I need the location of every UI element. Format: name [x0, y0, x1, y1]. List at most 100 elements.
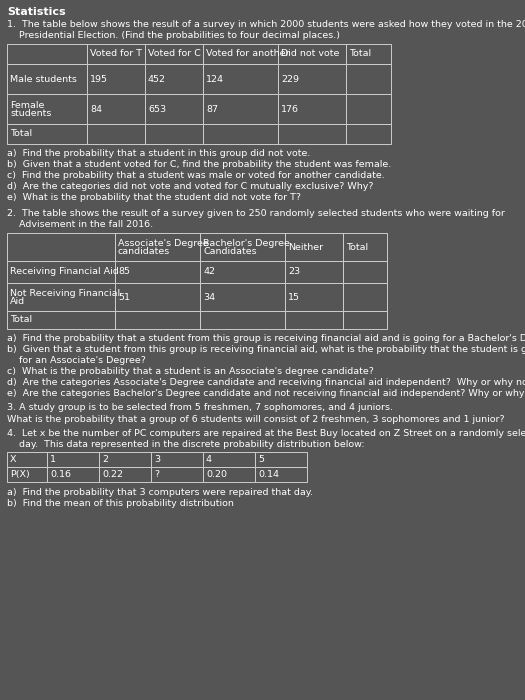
- Text: e)  Are the categories Bachelor's Degree candidate and not receiving financial a: e) Are the categories Bachelor's Degree …: [7, 389, 525, 398]
- Bar: [203, 94, 278, 124]
- Text: Voted for another: Voted for another: [206, 50, 289, 59]
- Text: a)  Find the probability that a student in this group did not vote.: a) Find the probability that a student i…: [7, 149, 310, 158]
- Bar: [99, 452, 151, 467]
- Text: Statistics: Statistics: [7, 7, 66, 17]
- Text: d)  Are the categories Associate's Degree candidate and receiving financial aid : d) Are the categories Associate's Degree…: [7, 378, 525, 387]
- Bar: [87, 94, 145, 124]
- Text: 23: 23: [288, 267, 300, 276]
- Text: a)  Find the probability that a student from this group is receiving financial a: a) Find the probability that a student f…: [7, 334, 525, 343]
- Text: d)  Are the categories did not vote and voted for C mutually exclusive? Why?: d) Are the categories did not vote and v…: [7, 182, 373, 191]
- Text: ?: ?: [154, 470, 159, 479]
- Bar: [203, 452, 255, 467]
- Bar: [278, 124, 346, 144]
- Text: 176: 176: [281, 104, 299, 113]
- Text: 34: 34: [203, 293, 215, 302]
- Text: 1: 1: [50, 455, 56, 464]
- Bar: [343, 261, 387, 283]
- Bar: [255, 452, 307, 467]
- Bar: [203, 64, 278, 94]
- Bar: [278, 64, 346, 94]
- Text: 0.20: 0.20: [206, 470, 227, 479]
- Bar: [7, 467, 47, 482]
- Text: e)  What is the probability that the student did not vote for T?: e) What is the probability that the stud…: [7, 193, 301, 202]
- Text: Voted for T: Voted for T: [90, 50, 142, 59]
- Text: 85: 85: [118, 267, 130, 276]
- Bar: [115, 311, 200, 329]
- Text: Associate's Degree: Associate's Degree: [118, 239, 209, 248]
- Text: 84: 84: [90, 104, 102, 113]
- Bar: [7, 452, 47, 467]
- Bar: [99, 467, 151, 482]
- Bar: [7, 94, 87, 124]
- Bar: [145, 94, 203, 124]
- Text: 5: 5: [258, 455, 264, 464]
- Text: Total: Total: [10, 316, 32, 325]
- Bar: [285, 261, 343, 283]
- Bar: [255, 467, 307, 482]
- Text: P(X): P(X): [10, 470, 30, 479]
- Text: Total: Total: [10, 130, 32, 139]
- Bar: [200, 311, 285, 329]
- Text: 4: 4: [206, 455, 212, 464]
- Text: b)  Find the mean of this probability distribution: b) Find the mean of this probability dis…: [7, 499, 234, 508]
- Text: 653: 653: [148, 104, 166, 113]
- Text: Receiving Financial Aid: Receiving Financial Aid: [10, 267, 119, 276]
- Bar: [285, 311, 343, 329]
- Bar: [200, 261, 285, 283]
- Text: Total: Total: [346, 242, 368, 251]
- Bar: [200, 283, 285, 311]
- Bar: [115, 283, 200, 311]
- Bar: [203, 124, 278, 144]
- Text: 0.14: 0.14: [258, 470, 279, 479]
- Text: 195: 195: [90, 74, 108, 83]
- Text: 229: 229: [281, 74, 299, 83]
- Text: c)  Find the probability that a student was male or voted for another candidate.: c) Find the probability that a student w…: [7, 171, 385, 180]
- Text: X: X: [10, 455, 16, 464]
- Text: 452: 452: [148, 74, 166, 83]
- Bar: [7, 44, 87, 64]
- Bar: [343, 311, 387, 329]
- Text: Total: Total: [349, 50, 371, 59]
- Text: students: students: [10, 109, 51, 118]
- Bar: [7, 311, 115, 329]
- Text: Candidates: Candidates: [203, 248, 257, 256]
- Bar: [285, 233, 343, 261]
- Bar: [145, 64, 203, 94]
- Bar: [285, 283, 343, 311]
- Text: 0.16: 0.16: [50, 470, 71, 479]
- Bar: [87, 124, 145, 144]
- Text: candidates: candidates: [118, 248, 170, 256]
- Bar: [7, 283, 115, 311]
- Text: 15: 15: [288, 293, 300, 302]
- Bar: [47, 467, 99, 482]
- Text: 0.22: 0.22: [102, 470, 123, 479]
- Text: Aid: Aid: [10, 298, 25, 307]
- Text: day.  This data represented in the discrete probability distribution below:: day. This data represented in the discre…: [7, 440, 365, 449]
- Text: Advisement in the fall 2016.: Advisement in the fall 2016.: [7, 220, 153, 229]
- Text: Male students: Male students: [10, 74, 77, 83]
- Text: Neither: Neither: [288, 242, 323, 251]
- Text: 3. A study group is to be selected from 5 freshmen, 7 sophomores, and 4 juniors.: 3. A study group is to be selected from …: [7, 403, 393, 412]
- Bar: [203, 44, 278, 64]
- Text: 3: 3: [154, 455, 160, 464]
- Bar: [7, 124, 87, 144]
- Bar: [115, 261, 200, 283]
- Bar: [346, 94, 391, 124]
- Bar: [346, 64, 391, 94]
- Text: What is the probability that a group of 6 students will consist of 2 freshmen, 3: What is the probability that a group of …: [7, 415, 505, 424]
- Text: Did not vote: Did not vote: [281, 50, 339, 59]
- Text: Bachelor's Degree: Bachelor's Degree: [203, 239, 290, 248]
- Text: 4.  Let x be the number of PC computers are repaired at the Best Buy located on : 4. Let x be the number of PC computers a…: [7, 429, 525, 438]
- Text: b)  Given that a student voted for C, find the probability the student was femal: b) Given that a student voted for C, fin…: [7, 160, 391, 169]
- Bar: [343, 233, 387, 261]
- Bar: [343, 283, 387, 311]
- Text: a)  Find the probability that 3 computers were repaired that day.: a) Find the probability that 3 computers…: [7, 488, 313, 497]
- Text: b)  Given that a student from this group is receiving financial aid, what is the: b) Given that a student from this group …: [7, 345, 525, 354]
- Text: Not Receiving Financial: Not Receiving Financial: [10, 288, 120, 298]
- Bar: [151, 452, 203, 467]
- Bar: [7, 64, 87, 94]
- Bar: [115, 233, 200, 261]
- Bar: [200, 233, 285, 261]
- Text: 2: 2: [102, 455, 108, 464]
- Bar: [278, 44, 346, 64]
